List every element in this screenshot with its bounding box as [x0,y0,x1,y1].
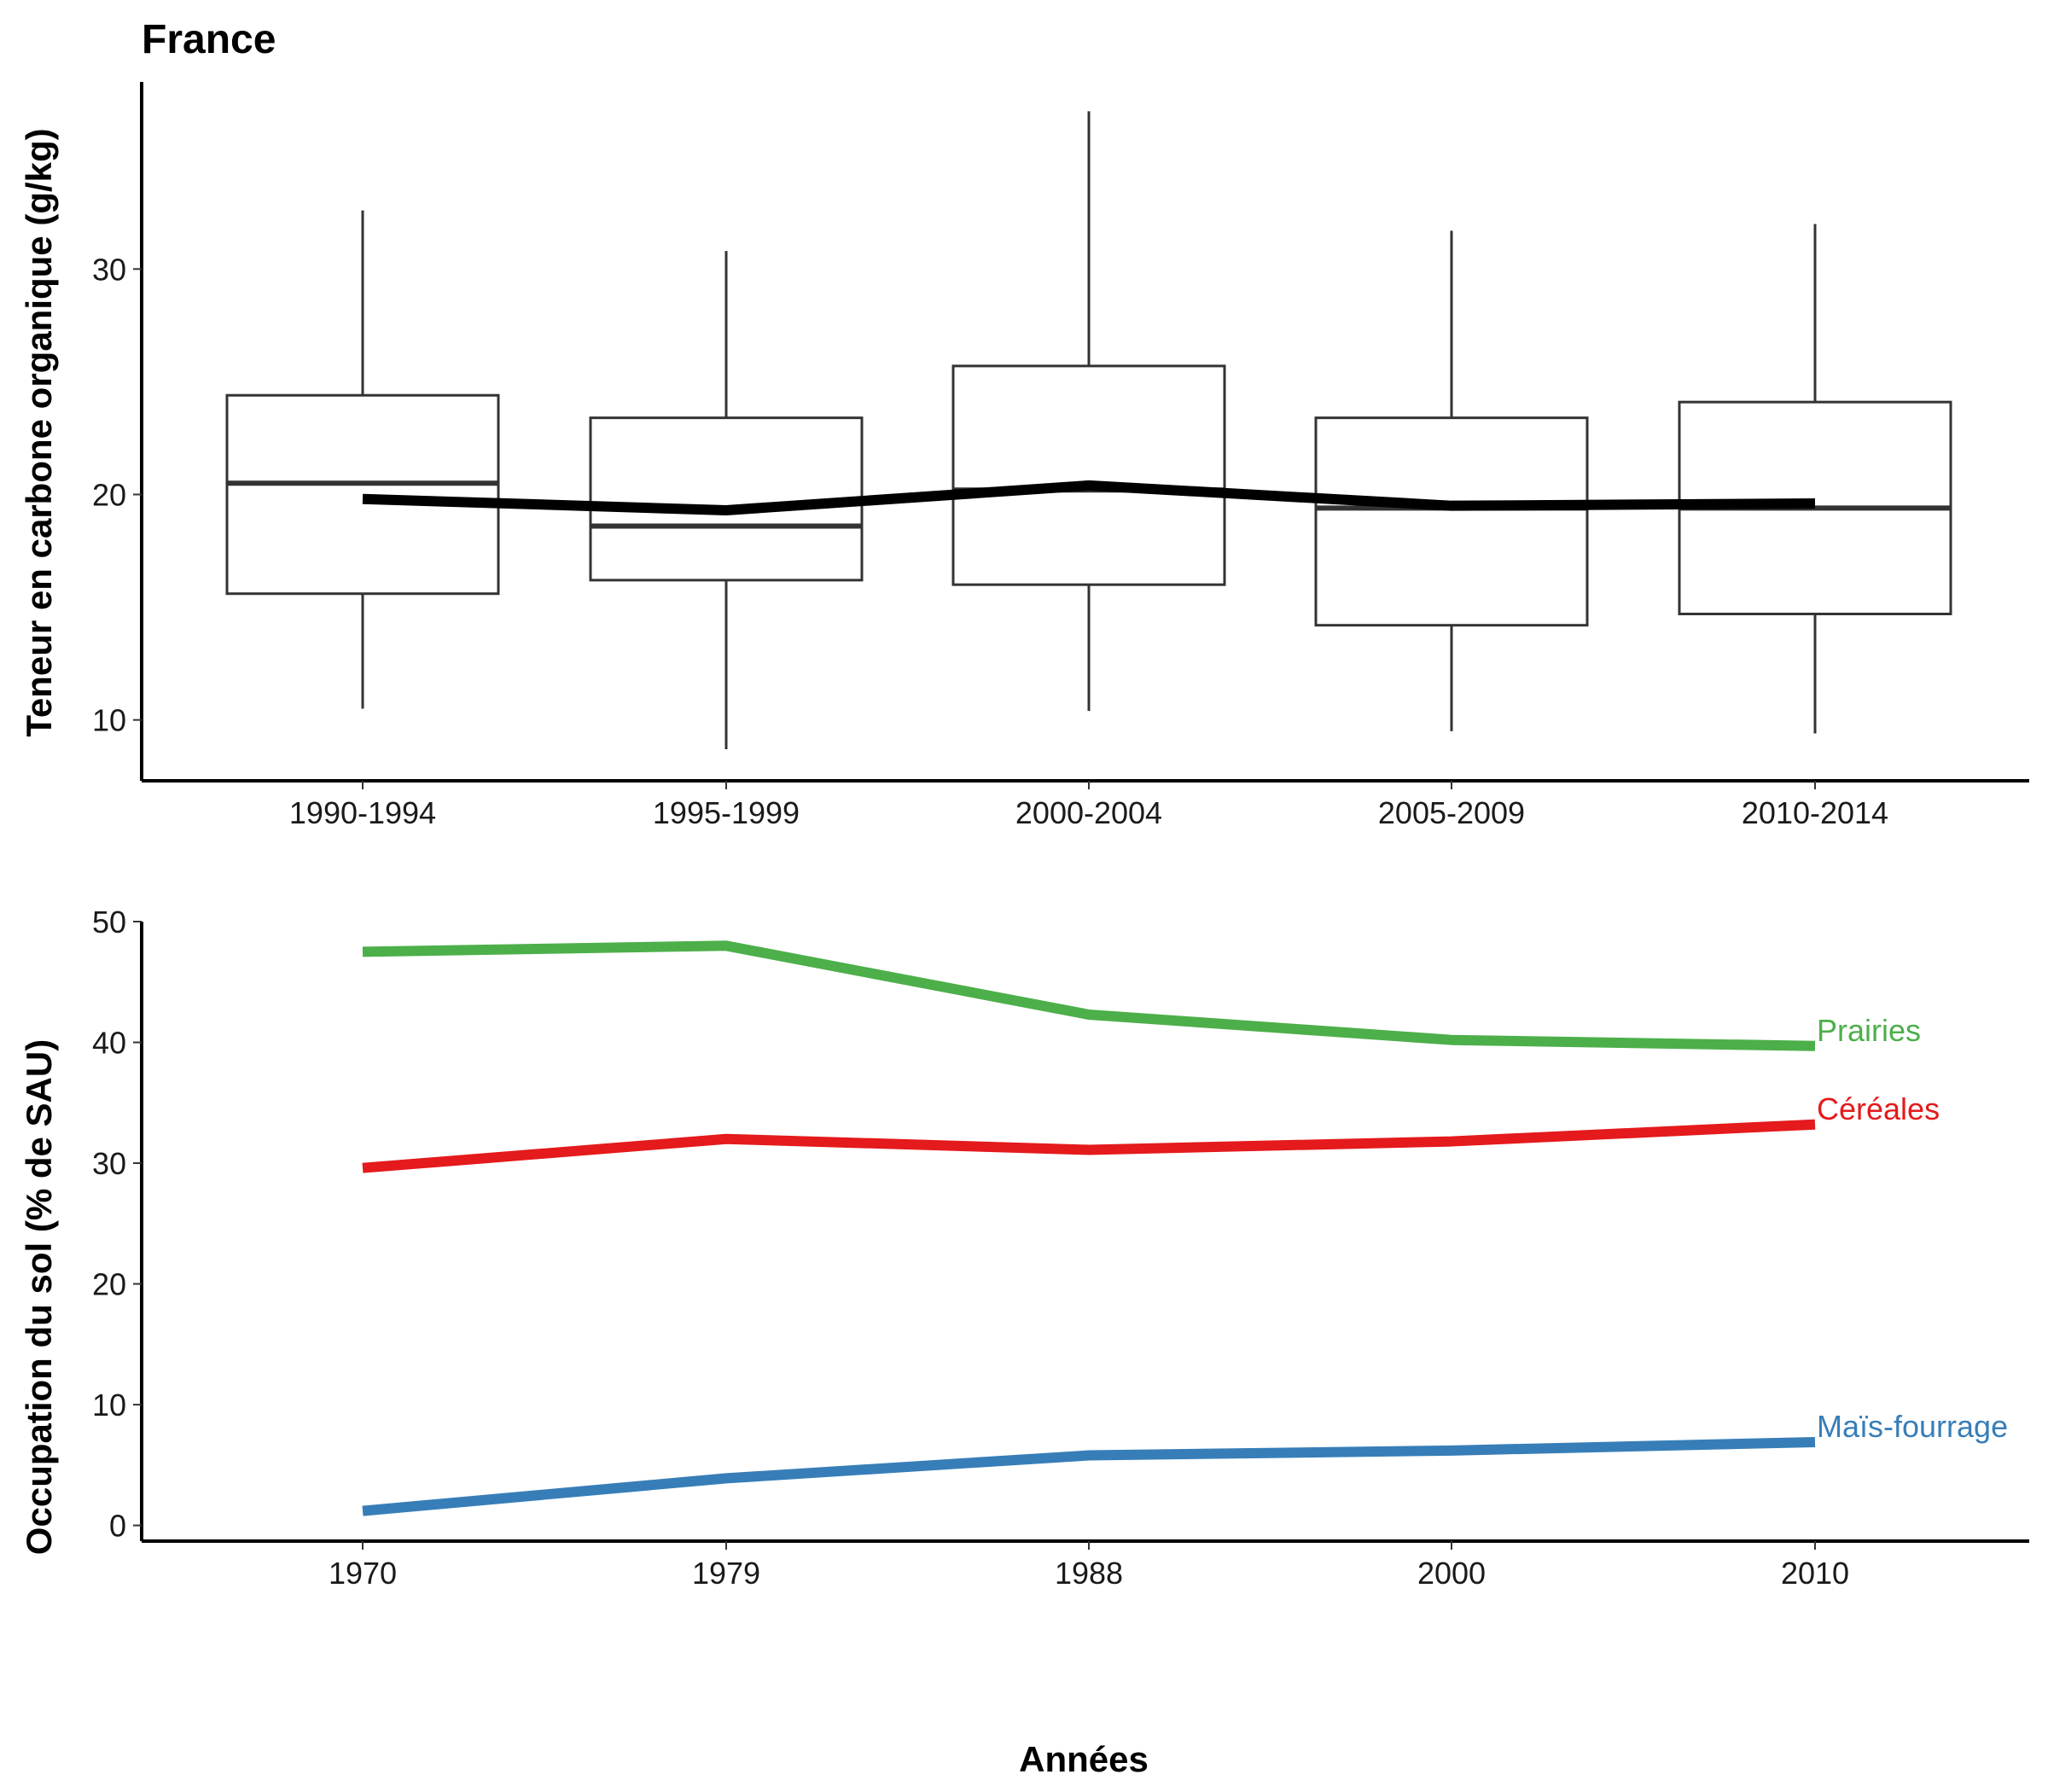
series-label: Maïs-fourrage [1817,1409,2008,1444]
bottom-x-tick-label: 1970 [329,1556,397,1591]
top-x-tick-label: 1990-1994 [289,795,436,830]
bottom-x-tick-label: 2010 [1781,1556,1849,1591]
top-y-tick-label: 30 [92,252,126,287]
bottom-x-tick-label: 2000 [1417,1556,1486,1591]
bottom-y-tick-label: 10 [92,1388,126,1423]
land-use-line-panel: 0 10 20 30 40 50 1970 1979 1988 2000 2010 Prairies C… [92,905,2029,1591]
bottom-y-tick-label: 0 [109,1509,126,1544]
boxplot-panel: 10 20 30 1990-1994 1995-1999 2000-2004 2005-20… [92,82,2029,830]
top-x-tick-label: 1995-1999 [653,795,800,830]
top-y-axis-label: Teneur en carbone organique (g/kg) [19,128,59,736]
bottom-y-tick-label: 50 [92,905,126,940]
bottom-y-axis-label: Occupation du sol (% de SAU) [19,1039,59,1555]
mean-trend-line [362,480,1816,515]
bottom-y-tick-label: 30 [92,1146,126,1181]
top-x-tick-label: 2010-2014 [1742,795,1888,830]
chart-title: France [142,17,276,62]
top-x-tick-label: 2000-2004 [1015,795,1162,830]
bottom-y-tick-label: 40 [92,1026,126,1061]
bottom-y-tick-label: 20 [92,1267,126,1302]
bottom-x-axis-label: Années [1019,1739,1149,1779]
top-y-tick-label: 10 [92,703,126,738]
top-x-tick-label: 2005-2009 [1378,795,1525,830]
bottom-x-tick-label: 1988 [1055,1556,1123,1591]
top-y-tick-label: 20 [92,477,126,512]
series-line-1 [362,1119,1816,1173]
series-line-0 [362,940,1816,1051]
box-iqr [951,364,1226,586]
series-line-2 [362,1436,1816,1516]
series-label: Prairies [1817,1013,1921,1048]
box-iqr [1314,416,1589,627]
bottom-x-tick-label: 1979 [692,1556,760,1591]
series-label: Céréales [1817,1091,1940,1126]
box-iqr [225,393,500,596]
